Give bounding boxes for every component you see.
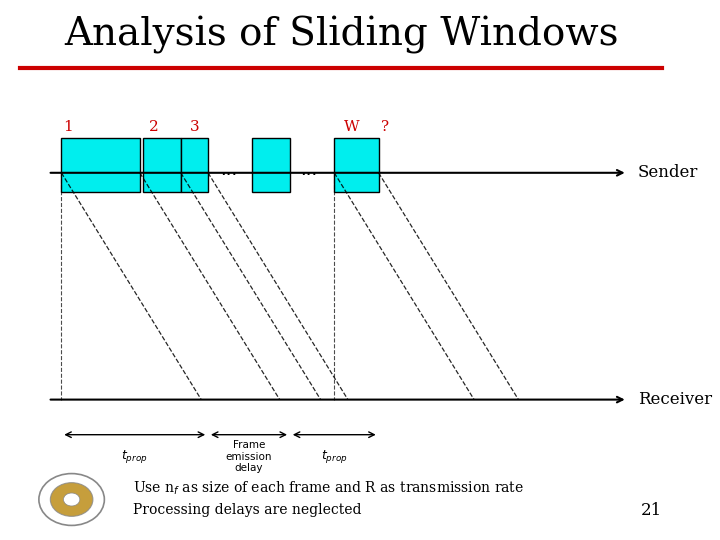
- Circle shape: [50, 483, 93, 516]
- Text: Frame
emission
delay: Frame emission delay: [226, 440, 272, 473]
- Circle shape: [63, 493, 80, 506]
- Bar: [253, 138, 290, 192]
- Bar: [181, 138, 208, 192]
- Text: Analysis of Sliding Windows: Analysis of Sliding Windows: [64, 16, 618, 54]
- Text: ...: ...: [220, 161, 237, 179]
- Text: $t_{prop}$: $t_{prop}$: [321, 448, 348, 465]
- Text: W: W: [343, 120, 359, 134]
- Bar: [61, 138, 140, 192]
- Text: Receiver: Receiver: [638, 391, 712, 408]
- Text: Processing delays are neglected: Processing delays are neglected: [133, 503, 361, 517]
- Text: 21: 21: [640, 502, 662, 519]
- Text: 1: 1: [63, 120, 73, 134]
- Text: ...: ...: [300, 161, 318, 179]
- Text: 3: 3: [189, 120, 199, 134]
- Bar: [143, 138, 181, 192]
- Text: Sender: Sender: [638, 164, 698, 181]
- Text: $t_{prop}$: $t_{prop}$: [121, 448, 148, 465]
- Bar: [334, 138, 379, 192]
- Text: 2: 2: [148, 120, 158, 134]
- Text: Use n$_f$ as size of each frame and R as transmission rate: Use n$_f$ as size of each frame and R as…: [133, 480, 524, 497]
- Text: ?: ?: [382, 120, 390, 134]
